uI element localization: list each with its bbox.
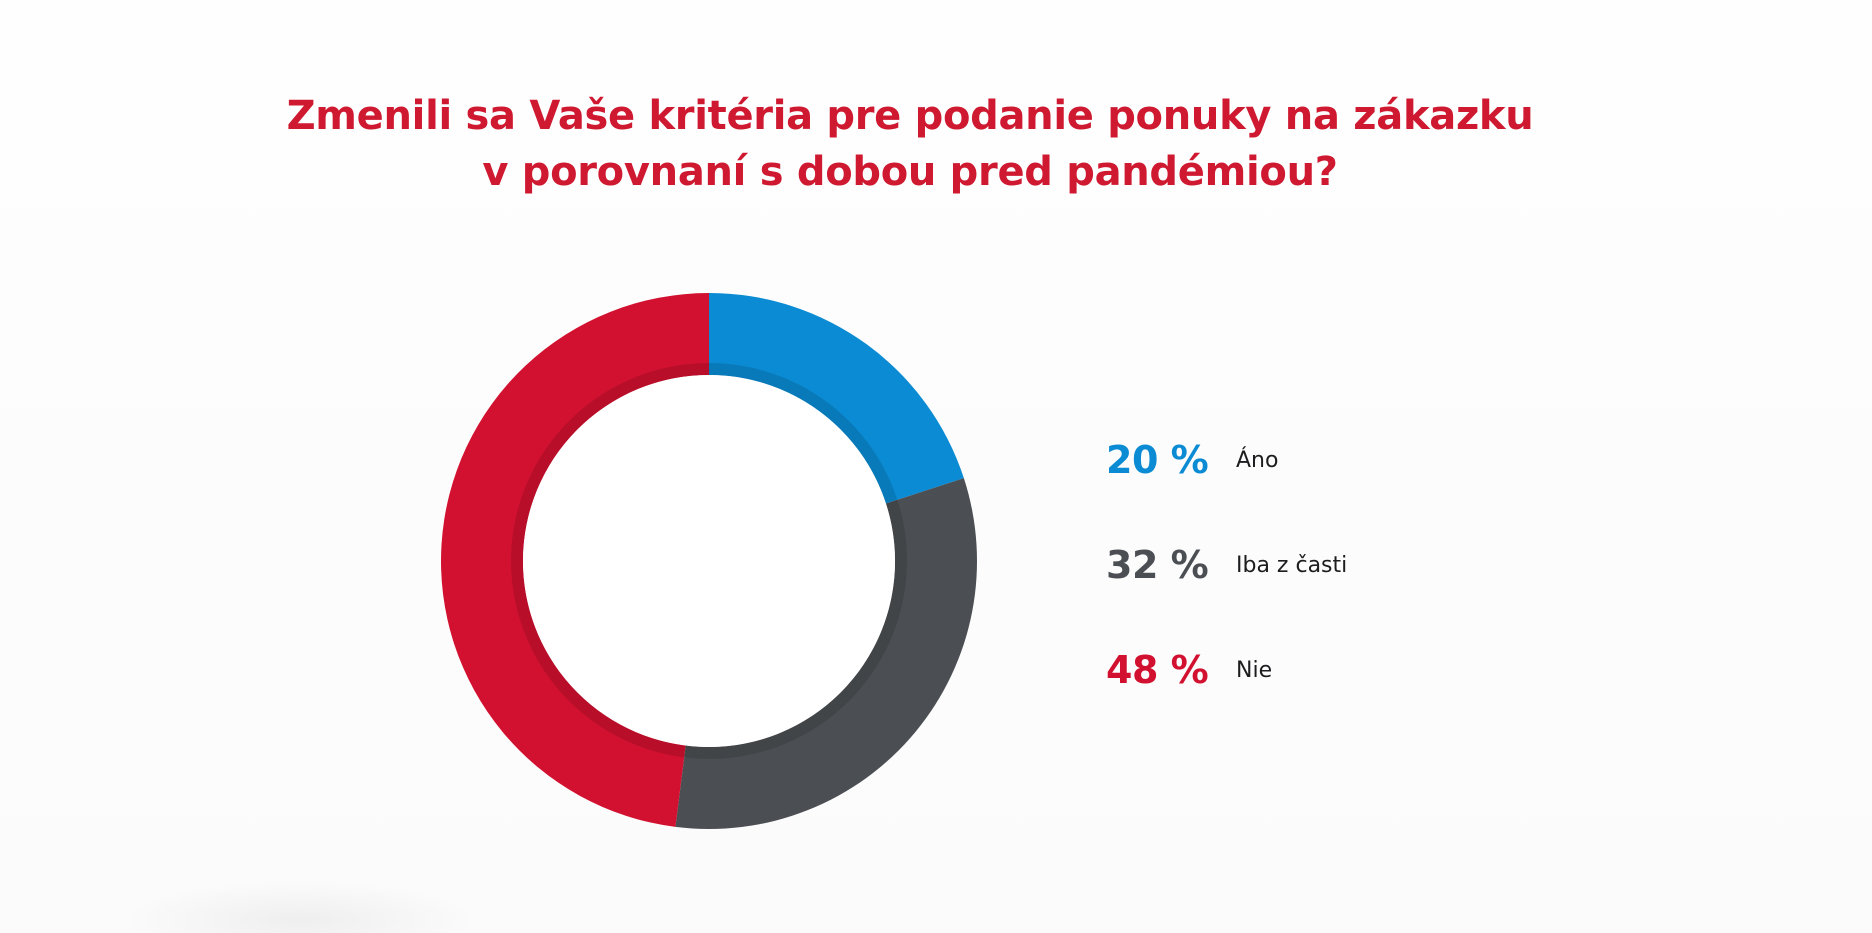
donut-inner-shadow: [511, 363, 907, 759]
legend-value-iba-z-casti: 32 %: [1106, 543, 1209, 587]
donut-hole: [523, 375, 895, 747]
legend-label-nie: Nie: [1236, 657, 1273, 683]
legend-label-iba-z-casti: Iba z časti: [1236, 552, 1348, 578]
chart-title-line-2: v porovnaní s dobou pred pandémiou?: [482, 149, 1338, 195]
legend-value-nie: 48 %: [1106, 648, 1209, 692]
chart-title-line-1: Zmenili sa Vaše kritéria pre podanie pon…: [286, 93, 1534, 139]
donut-slices: [440, 293, 977, 829]
legend-item-ano: 20 % Áno: [1106, 430, 1506, 490]
donut-slice-nie: [440, 293, 709, 827]
donut-slice-iba-z-časti: [675, 478, 977, 829]
legend-item-nie: 48 % Nie: [1106, 640, 1506, 700]
legend-value-ano: 20 %: [1106, 438, 1209, 482]
legend-item-iba-z-casti: 32 % Iba z časti: [1106, 535, 1506, 595]
donut-slice-áno: [709, 293, 964, 504]
legend-label-ano: Áno: [1236, 447, 1279, 473]
chart-title: Zmenili sa Vaše kritéria pre podanie pon…: [0, 88, 1820, 200]
